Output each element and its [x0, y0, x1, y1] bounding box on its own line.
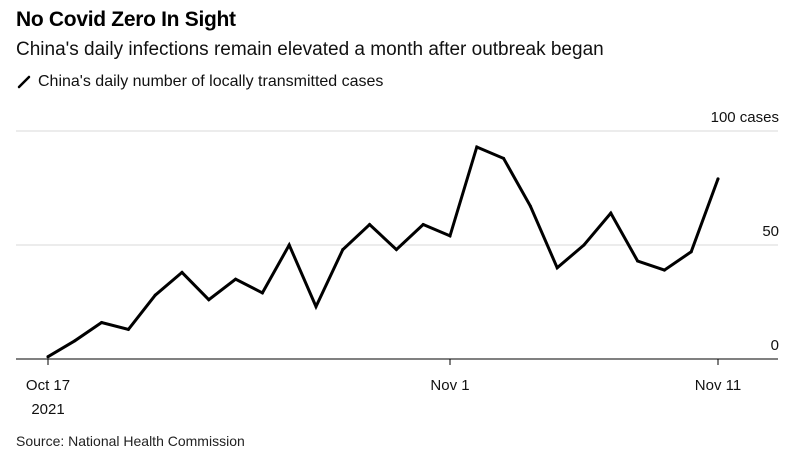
data-point	[448, 234, 452, 238]
data-point	[662, 268, 666, 272]
source-note: Source: National Health Commission	[16, 433, 245, 449]
data-point	[234, 277, 238, 281]
legend: China's daily number of locally transmit…	[16, 73, 383, 91]
data-point	[260, 291, 264, 295]
data-point	[100, 321, 104, 325]
data-point	[716, 177, 720, 181]
x-tick-sublabel: 2021	[31, 401, 64, 418]
data-point	[180, 270, 184, 274]
data-point	[153, 293, 157, 297]
data-point	[314, 305, 318, 309]
data-point	[73, 339, 77, 343]
data-point	[421, 222, 425, 226]
x-axis	[16, 358, 778, 365]
series-layer	[46, 144, 720, 359]
data-point	[528, 204, 532, 208]
data-point	[475, 145, 479, 149]
data-point	[341, 248, 345, 252]
series-line	[46, 144, 720, 359]
legend-line-icon	[17, 75, 31, 89]
y-tick-label: 0	[771, 337, 779, 354]
data-point	[636, 259, 640, 263]
data-point	[394, 248, 398, 252]
x-tick-label: Nov 1	[430, 377, 469, 394]
y-tick-label: 100 cases	[711, 109, 779, 126]
tick-labels: 0 50 100 cases Oct 17 2021 Nov 1 Nov 11	[26, 109, 779, 418]
data-point	[207, 298, 211, 302]
data-point	[46, 355, 50, 359]
y-tick-label: 50	[762, 223, 779, 240]
data-point	[689, 250, 693, 254]
chart-title: No Covid Zero In Sight	[16, 8, 236, 31]
data-point	[555, 266, 559, 270]
chart-subtitle: China's daily infections remain elevated…	[16, 39, 604, 60]
data-point	[609, 211, 613, 215]
data-point	[582, 243, 586, 247]
data-point	[126, 327, 130, 331]
grid-layer	[16, 130, 778, 246]
data-point	[502, 156, 506, 160]
x-tick-label: Nov 11	[695, 377, 741, 394]
x-tick-label: Oct 17	[26, 377, 70, 394]
legend-label: China's daily number of locally transmit…	[38, 73, 384, 90]
data-point	[368, 222, 372, 226]
data-point	[287, 243, 291, 247]
